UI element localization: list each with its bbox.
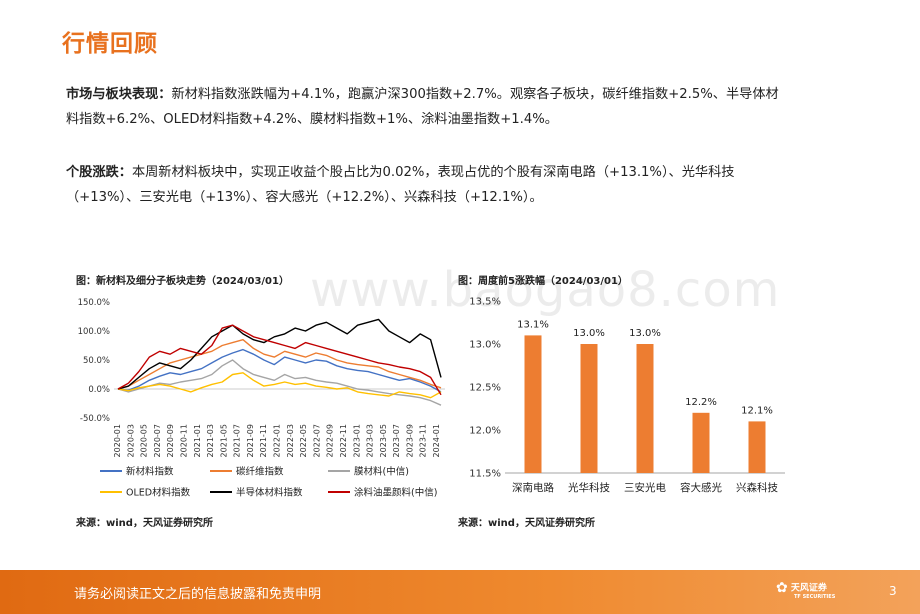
x-tick-label: 2022-09 [326,424,335,457]
x-tick-label: 2020-01 [113,424,122,457]
top5-bar-chart: 13.5% 13.0% 12.5% 12.0% 11.5% 13.1% 深南电路 13.0% 光… [469,297,785,494]
y-tick-label: 12.0% [469,426,501,437]
bar-3 [692,412,710,473]
chart2-title: 图：周度前5涨跌幅（2024/03/01） [458,276,628,287]
x-tick-label: 2022-07 [312,424,321,457]
y-tick-label: 13.0% [469,340,501,351]
x-tick-label: 2022-03 [286,424,295,457]
legend-label: 碳纤维指数 [236,466,284,478]
series-line-1 [117,339,442,390]
category-label: 深南电路 [512,481,554,494]
bar-value-label: 12.1% [741,405,773,416]
legend-label: 半导体材料指数 [236,487,303,499]
bar-value-label: 13.0% [629,328,661,339]
bar-1 [580,344,598,473]
footer-disclaimer: 请务必阅读正文之后的信息披露和免责申明 [74,587,322,602]
x-tick-label: 2020-05 [140,424,149,457]
y-tick-label: 50.0% [83,356,110,366]
category-label: 兴森科技 [736,481,778,494]
x-tick-label: 2022-05 [299,424,308,457]
stock-movers-line1: 本周新材料板块中，实现正收益个股占比为0.02%，表现占优的个股有深南电路（+1… [131,165,735,180]
category-label: 三安光电 [624,481,666,494]
x-tick-label: 2020-09 [166,424,175,457]
chart2-source: 来源：wind，天风证券研究所 [458,518,595,529]
category-label: 容大感光 [680,481,722,494]
legend-label: 膜材料(中信) [354,466,409,478]
x-tick-label: 2023-03 [366,424,375,457]
bar-4 [748,421,766,473]
stock-movers-line2: （+13%）、三安光电（+13%）、容大感光（+12.2%）、兴森科技（+12.… [66,190,543,205]
legend-label: OLED材料指数 [126,487,191,499]
x-tick-label: 2022-11 [339,424,348,457]
x-tick-label: 2023-09 [405,424,414,457]
x-tick-label: 2023-11 [419,424,428,457]
x-tick-label: 2021-01 [193,424,202,457]
stock-movers-label: 个股涨跌： [66,165,132,180]
category-label: 光华科技 [568,481,610,494]
market-performance-line1: 新材料指数涨跌幅为+4.1%，跑赢沪深300指数+2.7%。观察各子板块，碳纤维… [171,87,779,102]
page-number: 3 [889,584,897,598]
x-tick-label: 2020-07 [153,424,162,457]
y-tick-label: 13.5% [469,297,501,308]
y-tick-label: 100.0% [78,327,110,337]
x-tick-label: 2022-01 [273,424,282,457]
x-tick-label: 2021-11 [259,424,268,457]
x-tick-label: 2020-11 [179,424,188,457]
y-tick-label: 11.5% [469,469,501,480]
series-line-5 [117,324,442,396]
watermark: www.baogao8.com [310,262,781,318]
market-performance-paragraph: 市场与板块表现：新材料指数涨跌幅为+4.1%，跑赢沪深300指数+2.7%。观察… [66,82,866,132]
legend-label: 新材料指数 [126,466,174,478]
section-title: 行情回顾 [62,31,158,57]
x-tick-label: 2021-07 [233,424,242,457]
y-tick-label: -50.0% [80,414,110,424]
market-performance-line2: 料指数+6.2%、OLED材料指数+4.2%、膜材料指数+1%、涂料油墨指数+1… [66,112,558,127]
footer-bar: 请务必阅读正文之后的信息披露和免责申明 ✿ 天风证券 TF SECURITIES… [0,570,920,614]
logo-subtext: TF SECURITIES [794,594,836,600]
bar-value-label: 13.1% [517,319,549,330]
y-tick-label: 0.0% [88,385,110,395]
bar-value-label: 12.2% [685,397,717,408]
series-line-2 [117,359,442,406]
x-tick-label: 2021-03 [206,424,215,457]
sector-trend-line-chart: 150.0% 100.0% 50.0% 0.0% -50.0%2020-01 2020-0… [78,298,445,499]
company-logo: ✿ 天风证券 TF SECURITIES [776,580,835,600]
x-tick-label: 2023-07 [392,424,401,457]
flower-icon: ✿ [776,580,788,596]
x-tick-label: 2021-09 [246,424,255,457]
x-tick-label: 2023-01 [352,424,361,457]
chart1-source: 来源：wind，天风证券研究所 [76,518,213,529]
logo-text: 天风证券 [790,583,827,594]
stock-movers-paragraph: 个股涨跌：本周新材料板块中，实现正收益个股占比为0.02%，表现占优的个股有深南… [66,160,866,210]
x-tick-label: 2024-01 [432,424,441,457]
y-tick-label: 12.5% [469,383,501,394]
series-line-0 [117,348,442,393]
x-tick-label: 2023-05 [379,424,388,457]
x-tick-label: 2020-03 [126,424,135,457]
legend-label: 涂料油墨颜料(中信) [354,487,437,499]
bar-value-label: 13.0% [573,328,605,339]
market-performance-label: 市场与板块表现： [66,87,172,102]
series-line-4 [117,318,442,390]
series-line-3 [117,372,442,399]
chart1-title: 图：新材料及细分子板块走势（2024/03/01） [76,276,289,287]
x-tick-label: 2021-05 [219,424,228,457]
bar-0 [524,335,542,473]
bar-2 [636,344,654,473]
y-tick-label: 150.0% [78,298,110,308]
